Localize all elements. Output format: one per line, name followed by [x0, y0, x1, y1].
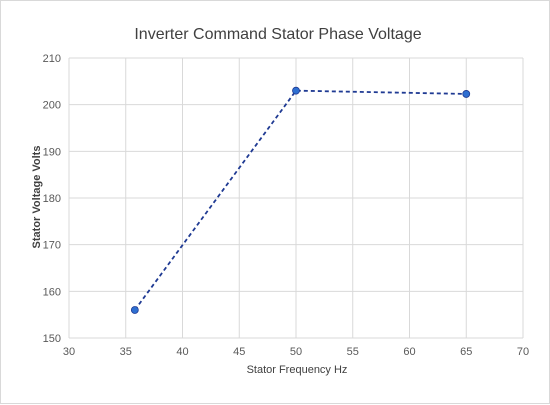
- x-tick-label: 65: [460, 346, 472, 358]
- x-tick-label: 35: [120, 346, 132, 358]
- x-tick-label: 50: [290, 346, 302, 358]
- y-axis-title: Stator Voltage Volts: [31, 146, 43, 249]
- x-tick-label: 60: [403, 346, 415, 358]
- x-tick-label: 30: [63, 346, 75, 358]
- x-axis-title: Stator Frequency Hz: [247, 364, 348, 376]
- x-tick-label: 45: [233, 346, 245, 358]
- y-tick-label: 180: [43, 193, 61, 205]
- y-tick-label: 160: [43, 286, 61, 298]
- y-tick-label: 150: [43, 333, 61, 345]
- chart-title: Inverter Command Stator Phase Voltage: [134, 26, 421, 43]
- y-tick-label: 170: [43, 240, 61, 252]
- x-tick-label: 55: [347, 346, 359, 358]
- x-tick-label: 40: [176, 346, 188, 358]
- x-tick-label: 70: [517, 346, 529, 358]
- series-line: [134, 89, 467, 311]
- tick-layer: 30 35 40 45 50 55 60 65 70 150 160 170 180 190 200 210: [43, 53, 529, 358]
- data-point: [130, 306, 139, 314]
- data-point: [292, 86, 300, 95]
- grid-layer: [68, 57, 524, 339]
- data-point: [462, 90, 471, 98]
- y-tick-label: 190: [43, 146, 61, 158]
- y-tick-label: 200: [43, 100, 61, 112]
- series-layer: [130, 86, 471, 314]
- y-tick-label: 210: [43, 53, 61, 65]
